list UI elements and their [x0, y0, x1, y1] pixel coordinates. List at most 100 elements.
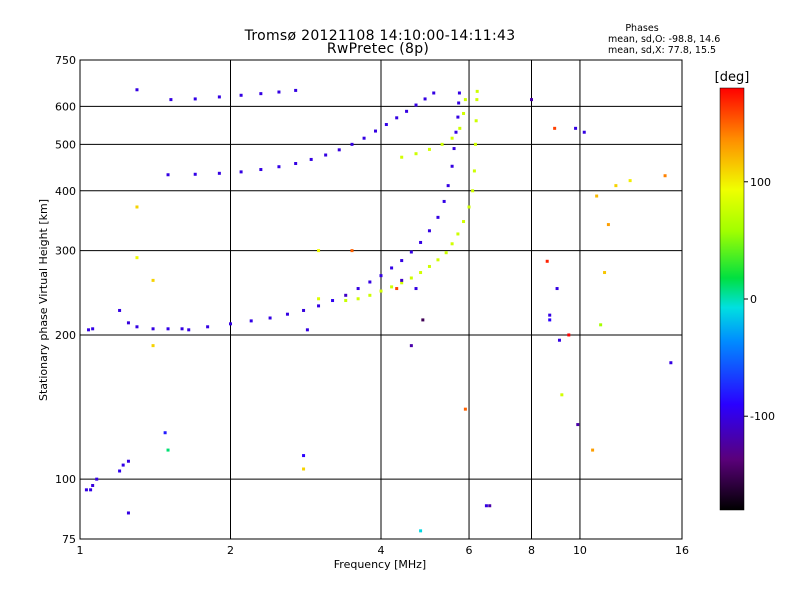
data-point-scatter [166, 448, 170, 452]
data-point-scatter [395, 287, 399, 291]
x-tick-label: 10 [573, 544, 587, 557]
data-point-scatter [350, 249, 354, 253]
x-tick-label: 2 [227, 544, 234, 557]
data-point-x-mode [444, 251, 448, 255]
data-point-o-mode [454, 130, 458, 134]
data-point-scatter [488, 504, 492, 508]
y-axis: 75 100 200 300 400 500 600 750 [55, 54, 76, 546]
data-point-o-mode [324, 153, 328, 157]
data-point-o-mode [126, 459, 130, 463]
data-point-x-mode [463, 98, 467, 102]
data-point-scatter [553, 126, 557, 130]
data-point-x-mode [458, 126, 462, 130]
data-point-scatter [135, 88, 139, 92]
data-point-scatter [463, 407, 467, 411]
y-tick-label: 400 [55, 185, 76, 198]
data-point-o-mode [457, 91, 461, 95]
y-tick-label: 200 [55, 329, 76, 342]
data-point-o-mode [362, 136, 366, 140]
data-point-scatter [317, 249, 321, 253]
y-tick-label: 600 [55, 100, 76, 113]
data-point-scatter [606, 223, 610, 227]
data-point-o-mode [121, 463, 125, 467]
data-point-x-mode [400, 155, 404, 159]
data-point-o-mode [118, 308, 122, 312]
data-point-scatter [400, 278, 404, 282]
data-point-o-mode [457, 101, 461, 105]
data-point-o-mode [135, 325, 139, 329]
data-point-o-mode [268, 316, 272, 320]
data-point-o-mode [259, 168, 263, 172]
data-point-o-mode [91, 483, 95, 487]
y-tick-label: 750 [55, 54, 76, 67]
phases-x-stats: mean, sd,X: 77.8, 15.5 [608, 45, 716, 56]
data-point-o-mode [294, 162, 298, 166]
data-point-o-mode [193, 172, 197, 176]
data-point-scatter [574, 126, 578, 130]
data-point-scatter [603, 271, 607, 275]
x-tick-label: 8 [528, 544, 535, 557]
data-point-o-mode [259, 92, 263, 96]
data-point-x-mode [436, 258, 440, 262]
data-point-o-mode [180, 327, 184, 331]
x-tick-label: 4 [378, 544, 385, 557]
data-point-scatter [555, 287, 559, 291]
data-point-x-mode [467, 205, 471, 209]
data-point-scatter [187, 328, 191, 332]
data-point-x-mode [390, 285, 394, 289]
data-point-o-mode [91, 327, 95, 331]
data-point-o-mode [217, 171, 221, 175]
chart-subtitle: RwPretec (8p) [327, 41, 429, 57]
data-point-x-mode [368, 293, 372, 297]
data-point-scatter [409, 344, 413, 348]
y-tick-label: 100 [55, 473, 76, 486]
data-point-o-mode [405, 109, 409, 113]
data-point-o-mode [446, 184, 450, 188]
data-point-x-mode [419, 271, 423, 275]
data-point-o-mode [302, 308, 306, 312]
data-point-x-mode [474, 119, 478, 123]
data-point-x-mode [427, 264, 431, 268]
data-point-scatter [599, 323, 603, 327]
y-tick-label: 75 [62, 533, 76, 546]
data-point-scatter [151, 278, 155, 282]
data-point-x-mode [409, 276, 413, 280]
data-point-o-mode [193, 97, 197, 101]
x-tick-label: 6 [466, 544, 473, 557]
data-point-o-mode [126, 321, 130, 325]
data-point-o-mode [239, 170, 243, 174]
colorbar-ticks: 100 0 -100 [744, 176, 775, 423]
data-point-o-mode [350, 142, 354, 146]
data-point-o-mode [239, 93, 243, 97]
data-point-x-mode [475, 98, 479, 102]
chart-title: Tromsø 20121108 14:10:00-14:11:43 [244, 28, 516, 44]
data-point-scatter [151, 344, 155, 348]
colorbar-tick-label: 100 [750, 176, 771, 189]
data-point-scatter [530, 98, 533, 102]
data-point-x-mode [450, 242, 454, 246]
data-point-o-mode [87, 328, 91, 332]
colorbar-tick-label: -100 [750, 410, 775, 423]
data-point-scatter [135, 205, 139, 209]
data-point-o-mode [309, 157, 313, 161]
data-point-o-mode [95, 477, 99, 481]
data-point-scatter [628, 179, 632, 183]
data-point-x-mode [427, 147, 431, 151]
data-point-scatter [302, 467, 306, 471]
y-tick-label: 300 [55, 245, 76, 258]
data-point-scatter [669, 361, 673, 365]
data-point-x-mode [356, 297, 360, 301]
data-point-x-mode [456, 232, 460, 236]
data-point-o-mode [206, 325, 210, 329]
data-point-o-mode [395, 116, 399, 120]
data-point-scatter [576, 423, 580, 427]
data-point-o-mode [390, 266, 394, 270]
data-point-scatter [548, 318, 552, 322]
data-point-o-mode [229, 322, 232, 326]
data-point-o-mode [409, 250, 413, 254]
data-point-scatter [614, 184, 618, 188]
data-point-o-mode [452, 147, 456, 151]
data-point-o-mode [285, 312, 289, 316]
